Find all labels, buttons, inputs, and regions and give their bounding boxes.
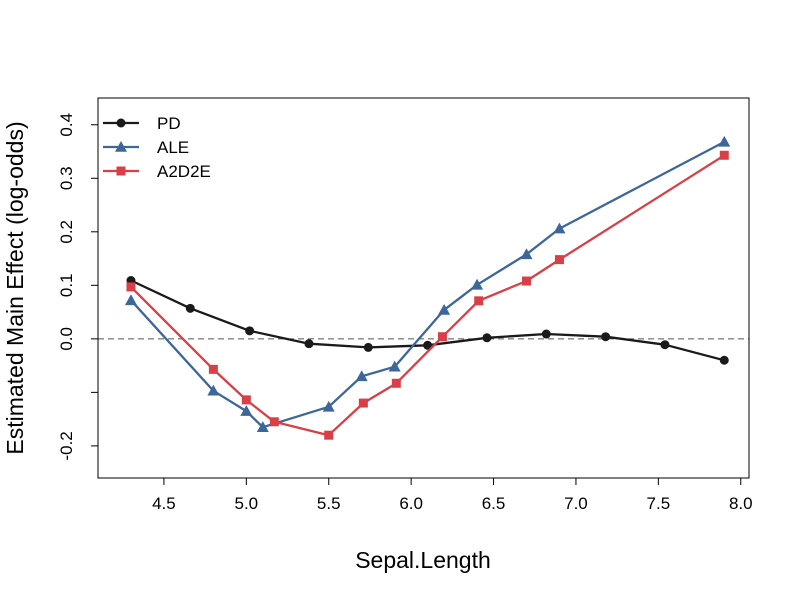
x-tick-label: 7.5 <box>647 494 671 513</box>
data-point-a2d2e <box>126 282 136 292</box>
data-point-a2d2e <box>474 296 484 306</box>
data-point-ale <box>355 370 368 382</box>
data-point-ale <box>388 360 401 372</box>
x-tick-label: 5.5 <box>317 494 341 513</box>
legend-label-a2d2e: A2D2E <box>157 162 211 181</box>
data-point-pd <box>660 340 670 350</box>
data-point-ale <box>438 303 451 315</box>
data-point-ale <box>207 384 220 396</box>
data-point-a2d2e <box>241 395 251 405</box>
data-point-ale <box>322 400 335 412</box>
data-point-a2d2e <box>269 417 279 427</box>
legend-item-a2d2e: A2D2E <box>103 162 211 181</box>
x-tick-label: 6.5 <box>482 494 506 513</box>
x-tick-label: 4.5 <box>152 494 176 513</box>
data-point-pd <box>601 332 611 342</box>
data-point-a2d2e <box>554 255 564 265</box>
legend-item-ale: ALE <box>103 138 189 157</box>
legend-label-pd: PD <box>157 114 181 133</box>
x-tick-label: 6.0 <box>399 494 423 513</box>
legend-item-pd: PD <box>103 114 181 133</box>
data-point-pd <box>304 339 314 349</box>
data-point-ale <box>240 405 253 416</box>
y-axis-title: Estimated Main Effect (log-odds) <box>2 121 28 454</box>
data-point-ale <box>520 248 533 260</box>
data-point-pd <box>185 303 195 313</box>
y-tick-label: 0.1 <box>57 274 76 298</box>
y-tick-label: 0.2 <box>57 220 76 244</box>
data-point-pd <box>423 340 433 350</box>
legend-marker-a2d2e <box>116 166 126 176</box>
data-point-a2d2e <box>522 276 532 286</box>
y-tick-label: 0.3 <box>57 166 76 190</box>
data-point-a2d2e <box>437 332 447 342</box>
series-line-ale <box>130 140 725 429</box>
legend-label-ale: ALE <box>157 138 189 157</box>
data-point-a2d2e <box>719 150 729 160</box>
series-line-a2d2e <box>130 154 725 437</box>
x-tick-label: 8.0 <box>729 494 753 513</box>
data-point-pd <box>363 342 373 352</box>
data-point-a2d2e <box>391 378 401 388</box>
data-point-pd <box>541 329 551 339</box>
x-tick-label: 5.0 <box>235 494 259 513</box>
y-tick-label: 0.0 <box>57 327 76 351</box>
legend-marker-ale <box>115 141 127 152</box>
data-point-ale <box>553 222 566 234</box>
data-point-pd <box>719 355 729 365</box>
data-point-a2d2e <box>324 430 334 440</box>
data-point-ale <box>471 278 484 290</box>
data-point-a2d2e <box>208 364 218 374</box>
plot-frame <box>97 97 750 479</box>
data-point-pd <box>482 333 492 343</box>
legend-marker-pd <box>116 118 126 128</box>
data-point-a2d2e <box>358 398 368 408</box>
x-axis-title: Sepal.Length <box>355 547 491 573</box>
data-point-ale <box>718 135 731 147</box>
data-point-ale <box>124 294 137 306</box>
y-tick-label: 0.4 <box>57 113 76 137</box>
x-tick-label: 7.0 <box>564 494 588 513</box>
data-point-pd <box>245 326 255 336</box>
data-point-ale <box>256 421 269 432</box>
y-tick-label: -0.2 <box>57 431 76 460</box>
